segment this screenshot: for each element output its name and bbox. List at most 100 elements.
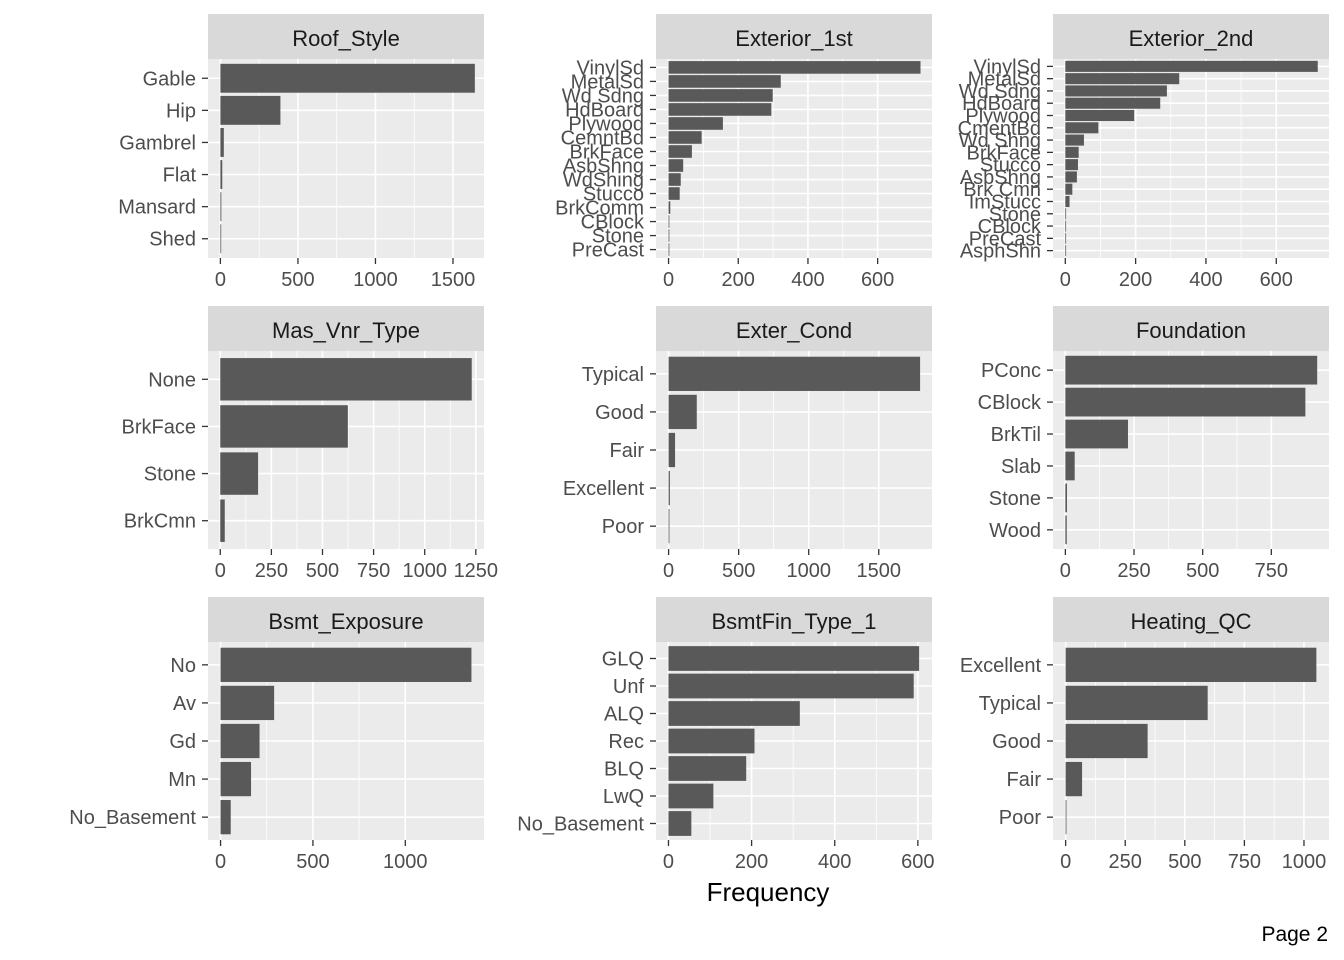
x-tick-label: 500 xyxy=(1168,851,1201,873)
y-tick-label: Mn xyxy=(168,769,196,791)
bar xyxy=(1065,647,1317,682)
y-tick-label: No xyxy=(170,655,196,677)
y-tick-label: AsbShng xyxy=(960,167,1041,189)
page-label: Page 2 xyxy=(1261,923,1328,946)
y-tick-label: Poor xyxy=(602,516,645,538)
y-tick-label: Poor xyxy=(999,807,1042,829)
y-tick-label: BLQ xyxy=(604,759,644,781)
y-tick-label: Flat xyxy=(163,165,197,187)
y-tick-label: CmentBd xyxy=(958,118,1041,140)
x-tick-label: 1000 xyxy=(353,269,398,291)
bar xyxy=(1065,483,1068,513)
y-tick-label: LwQ xyxy=(603,786,644,808)
bar xyxy=(668,432,676,468)
panel-foundation: Foundation PConc CBlock BrkTil Slab Stone Wood… xyxy=(978,306,1329,582)
bar xyxy=(1065,134,1084,146)
bar xyxy=(668,187,680,200)
facet-title: Foundation xyxy=(1136,318,1246,343)
facet-title: Heating_QC xyxy=(1130,609,1251,634)
y-tick-label: CBlock xyxy=(978,392,1042,414)
y-tick-label: None xyxy=(148,369,196,391)
y-tick-label: Stone xyxy=(144,464,196,486)
y-tick-label: Stone xyxy=(989,204,1041,226)
bar xyxy=(1065,515,1067,545)
bar xyxy=(668,783,714,809)
facet-strip xyxy=(656,14,932,59)
panel-background xyxy=(656,59,932,258)
x-tick-label: 0 xyxy=(663,269,674,291)
bar xyxy=(220,685,275,721)
x-axis-title: Frequency xyxy=(707,877,830,907)
y-tick-label: PConc xyxy=(981,360,1041,382)
panel-heating-qc: Heating_QC Excellent Typical Good Fair Poor 0 2… xyxy=(960,597,1329,873)
y-tick-label: BrkCmn xyxy=(124,511,196,533)
facet-title: BsmtFin_Type_1 xyxy=(711,609,876,634)
y-tick-label: Brk Cmn xyxy=(963,179,1041,201)
x-tick-label: 0 xyxy=(1060,560,1071,582)
x-tick-label: 1500 xyxy=(857,560,902,582)
facet-title: Roof_Style xyxy=(292,26,400,51)
x-tick-label: 750 xyxy=(357,560,390,582)
bar xyxy=(1065,195,1070,208)
y-tick-label: BrkFace xyxy=(967,142,1041,164)
bar xyxy=(1065,208,1067,220)
panel-bsmt-exposure: Bsmt_Exposure No Av Gd Mn No_Basement 0 500 1000 xyxy=(69,597,484,873)
facet-title: Exterior_2nd xyxy=(1129,26,1254,51)
y-tick-label: PreCast xyxy=(969,228,1042,250)
y-tick-label: Excellent xyxy=(563,478,645,500)
bar xyxy=(220,224,222,254)
bar xyxy=(1065,387,1306,417)
y-tick-label: VinylSd xyxy=(577,57,644,79)
x-tick-label: 1250 xyxy=(454,560,499,582)
y-tick-label: Fair xyxy=(1007,769,1042,791)
y-tick-label: Stone xyxy=(592,226,644,248)
panel-mas-vnr-type: Mas_Vnr_Type None BrkFace Stone BrkCmn 0 250 50… xyxy=(122,306,499,582)
bar xyxy=(668,131,702,144)
y-tick-label: Gable xyxy=(143,68,196,90)
y-tick-label: WdShing xyxy=(563,170,644,192)
x-tick-label: 500 xyxy=(306,560,339,582)
bar xyxy=(668,646,920,671)
x-tick-label: 0 xyxy=(215,560,226,582)
bar xyxy=(668,756,747,781)
bar xyxy=(668,117,723,130)
y-tick-label: Plywood xyxy=(965,106,1041,128)
y-tick-label: CBlock xyxy=(978,216,1042,238)
y-tick-label: MetalSd xyxy=(968,69,1041,91)
bar xyxy=(1065,723,1148,759)
bar xyxy=(220,723,260,759)
y-tick-label: BrkComm xyxy=(555,198,644,220)
bar xyxy=(220,63,475,93)
y-tick-label: Excellent xyxy=(960,655,1042,677)
bar xyxy=(668,509,670,544)
x-tick-label: 400 xyxy=(1189,269,1222,291)
y-tick-label: Fair xyxy=(610,440,645,462)
y-tick-label: CemntBd xyxy=(561,127,644,149)
bar xyxy=(668,811,692,836)
y-tick-label: Stucco xyxy=(583,184,644,206)
x-tick-label: 500 xyxy=(1186,560,1219,582)
y-tick-label: BrkFace xyxy=(122,416,196,438)
x-tick-label: 500 xyxy=(722,560,755,582)
bar xyxy=(668,75,781,88)
y-tick-label: MetalSd xyxy=(571,71,644,93)
x-tick-label: 0 xyxy=(663,851,674,873)
bar xyxy=(1065,800,1067,835)
y-tick-label: Slab xyxy=(1001,456,1041,478)
bar xyxy=(668,356,921,391)
bar xyxy=(668,215,670,228)
facet-strip xyxy=(1053,306,1329,351)
bar xyxy=(1065,122,1099,134)
bar xyxy=(220,358,472,401)
bar xyxy=(220,95,281,125)
y-tick-label: BrkFace xyxy=(570,141,644,163)
x-tick-label: 1000 xyxy=(786,560,831,582)
bar xyxy=(1065,109,1135,122)
bar xyxy=(1065,183,1073,195)
bar xyxy=(1065,146,1079,158)
bar xyxy=(1065,232,1067,244)
bar xyxy=(668,61,921,74)
bar xyxy=(668,243,670,256)
bar xyxy=(220,405,348,448)
